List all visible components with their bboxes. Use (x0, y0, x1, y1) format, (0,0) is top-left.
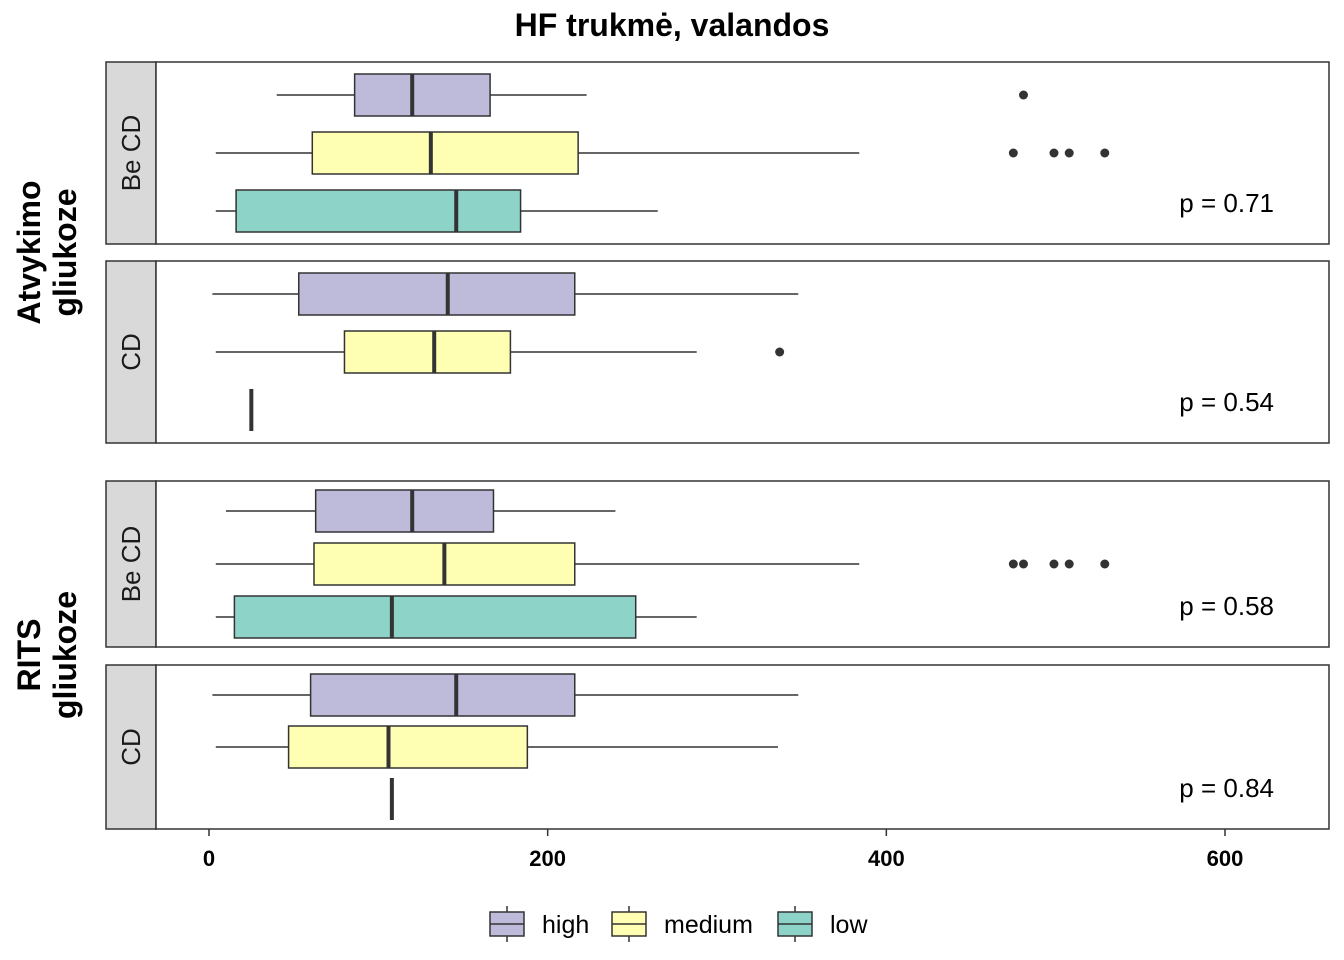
facet-strip-label: CD (116, 728, 146, 766)
box-high (309, 673, 576, 717)
x-tick-label: 400 (868, 846, 905, 871)
facet-strip (105, 260, 157, 444)
legend-label-high: high (542, 911, 589, 939)
box-medium (311, 131, 579, 175)
legend-label-medium: medium (664, 911, 753, 939)
group-label: RITSgliukoze (11, 591, 83, 719)
facet-strip (105, 61, 157, 245)
outlier-point (1100, 559, 1110, 569)
outlier-point (1008, 559, 1018, 569)
x-tick-label: 600 (1207, 846, 1244, 871)
box-medium (343, 330, 512, 374)
outlier-point (1049, 148, 1059, 158)
box-low (233, 595, 637, 639)
outlier-point (1064, 559, 1074, 569)
box-high (314, 489, 495, 533)
outlier-point (1049, 559, 1059, 569)
facet-strip-label: Be CD (116, 115, 146, 192)
outlier-point (1100, 148, 1110, 158)
facet-strip-label: Be CD (116, 526, 146, 603)
outlier-point (775, 347, 785, 357)
p-value-label: p = 0.71 (1179, 188, 1274, 218)
box-medium (287, 725, 529, 769)
x-tick-label: 0 (203, 846, 215, 871)
box-high (353, 73, 491, 117)
outlier-point (1008, 148, 1018, 158)
facet-strip (105, 664, 157, 830)
box-high (297, 272, 576, 316)
chart-title: HF trukmė, valandos (515, 7, 830, 43)
group-label: Atvykimogliukoze (11, 180, 83, 324)
p-value-label: p = 0.54 (1179, 387, 1274, 417)
legend-label-low: low (830, 911, 868, 939)
outlier-point (1018, 90, 1028, 100)
x-tick-label: 200 (529, 846, 566, 871)
outlier-point (1018, 559, 1028, 569)
facet-strip (105, 480, 157, 648)
outlier-point (1064, 148, 1074, 158)
p-value-label: p = 0.58 (1179, 591, 1274, 621)
box-low (235, 189, 522, 233)
p-value-label: p = 0.84 (1179, 773, 1274, 803)
facet-strip-label: CD (116, 333, 146, 371)
